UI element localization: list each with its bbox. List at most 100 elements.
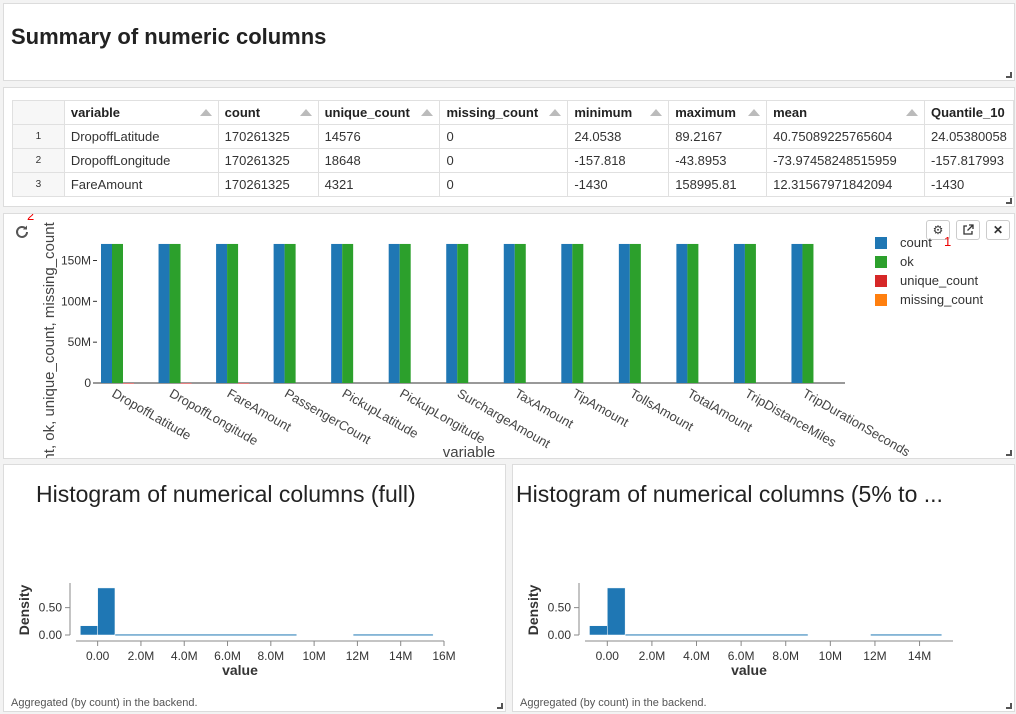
bar-ok xyxy=(457,243,469,383)
bar-count xyxy=(791,243,803,383)
table-cell[interactable]: 170261325 xyxy=(217,124,319,149)
table-cell[interactable]: 12.31567971842094 xyxy=(766,172,925,197)
legend-swatch-count xyxy=(875,237,887,249)
y-tick-label: 0.50 xyxy=(39,601,63,615)
bar-count xyxy=(158,243,170,383)
table-cell[interactable]: -157.817993 xyxy=(924,148,1014,173)
table-cell[interactable]: 0 xyxy=(439,124,569,149)
y-tick-label: 0.50 xyxy=(548,601,572,615)
x-tick-label: TipAmount xyxy=(570,386,632,430)
sort-icon[interactable] xyxy=(199,109,212,116)
close-button[interactable]: ✕ xyxy=(986,220,1010,240)
row-index: 2 xyxy=(12,148,65,173)
sort-icon[interactable] xyxy=(906,109,918,116)
column-header[interactable]: Quantile_10 xyxy=(924,100,1014,125)
sort-icon[interactable] xyxy=(748,109,761,116)
column-header[interactable]: unique_count xyxy=(317,100,441,125)
bar-ok xyxy=(284,243,296,383)
y-tick-label: 0 xyxy=(84,376,91,390)
x-axis-label: value xyxy=(731,662,767,678)
bar-ok xyxy=(514,243,526,383)
resize-handle[interactable] xyxy=(1006,703,1012,709)
x-tick-label: 4.0M xyxy=(683,649,710,663)
table-cell[interactable]: 0 xyxy=(439,172,569,197)
bar-ok xyxy=(169,243,181,383)
bar-ok xyxy=(629,243,641,383)
sort-icon[interactable] xyxy=(299,109,312,116)
table-cell[interactable]: FareAmount xyxy=(63,172,219,197)
histogram-bin xyxy=(114,633,298,636)
table-cell[interactable]: 0 xyxy=(439,148,569,173)
resize-handle[interactable] xyxy=(497,703,503,709)
table-cell[interactable]: DropoffLatitude xyxy=(63,124,219,149)
resize-handle[interactable] xyxy=(1006,198,1012,204)
table-cell[interactable]: 170261325 xyxy=(217,172,319,197)
column-header[interactable]: variable xyxy=(63,100,219,125)
table-row[interactable]: 2 DropoffLongitude 170261325 18648 0 -15… xyxy=(12,148,1014,173)
bar-unique_count xyxy=(123,382,134,384)
column-header[interactable]: missing_count xyxy=(439,100,569,125)
summary-title-panel: Summary of numeric columns xyxy=(3,3,1015,81)
table-cell[interactable]: DropoffLongitude xyxy=(63,148,219,173)
table-cell[interactable]: -1430 xyxy=(924,172,1014,197)
histogram-bin xyxy=(352,633,434,636)
histogram-bin xyxy=(624,633,809,636)
table-cell[interactable]: -73.97458248515959 xyxy=(766,148,925,173)
y-tick-label: 150M xyxy=(61,254,91,268)
bar-unique_count xyxy=(238,382,250,384)
table-row[interactable]: 1 DropoffLatitude 170261325 14576 0 24.0… xyxy=(12,124,1014,149)
column-header[interactable]: count xyxy=(217,100,319,125)
settings-button[interactable]: ⚙ xyxy=(926,220,950,240)
table-row[interactable]: 3 FareAmount 170261325 4321 0 -1430 1589… xyxy=(12,172,1014,197)
table-cell[interactable]: 24.05380058 xyxy=(924,124,1014,149)
legend-label: ok xyxy=(900,254,914,269)
table-cell[interactable]: 14576 xyxy=(317,124,441,149)
table-cell[interactable]: 170261325 xyxy=(217,148,319,173)
column-header[interactable]: minimum xyxy=(567,100,670,125)
table-cell[interactable]: -157.818 xyxy=(567,148,670,173)
footnote: Aggregated (by count) in the backend. xyxy=(11,697,198,709)
bar-count xyxy=(503,243,515,383)
refresh-icon[interactable] xyxy=(14,224,30,240)
y-axis-label: Density xyxy=(525,585,541,636)
bar-unique_count xyxy=(180,382,192,384)
histogram-chart: 0.00 2.0M 4.0M 6.0M 8.0M 10M 12M 14M 16M 0.00 0.50… xyxy=(16,583,456,678)
chart-title: Histogram of numerical columns (full) xyxy=(36,481,416,507)
column-header[interactable]: maximum xyxy=(668,100,768,125)
table-cell[interactable]: 89.2167 xyxy=(668,124,768,149)
table-cell[interactable]: 24.0538 xyxy=(567,124,670,149)
bar-count xyxy=(561,243,573,383)
bar-count xyxy=(446,243,458,383)
table-cell[interactable]: 18648 xyxy=(317,148,441,173)
resize-handle[interactable] xyxy=(1006,450,1012,456)
bar-count xyxy=(216,243,228,383)
table-cell[interactable]: 158995.81 xyxy=(668,172,768,197)
x-tick-label: 6.0M xyxy=(214,649,241,663)
table-cell[interactable]: -1430 xyxy=(567,172,670,197)
x-tick-label: 12M xyxy=(863,649,886,663)
x-tick-label: 4.0M xyxy=(171,649,198,663)
popout-button[interactable] xyxy=(956,220,980,240)
sort-icon[interactable] xyxy=(650,109,663,116)
x-tick-label: 2.0M xyxy=(128,649,155,663)
row-index: 3 xyxy=(12,172,65,197)
bar-count xyxy=(331,243,343,383)
resize-handle[interactable] xyxy=(1006,72,1012,78)
x-axis-label: value xyxy=(222,662,258,678)
sort-icon[interactable] xyxy=(421,109,434,116)
table-cell[interactable]: 4321 xyxy=(317,172,441,197)
table-cell[interactable]: 40.75089225765604 xyxy=(766,124,925,149)
legend-swatch-unique_count xyxy=(875,275,887,287)
bar-count xyxy=(273,243,285,383)
histogram-bin xyxy=(97,587,116,636)
legend-label: unique_count xyxy=(900,273,978,288)
bar-count xyxy=(388,243,400,383)
x-tick-label: 14M xyxy=(908,649,931,663)
column-header[interactable]: mean xyxy=(766,100,925,125)
table-cell[interactable]: -43.8953 xyxy=(668,148,768,173)
x-tick-label: 16M xyxy=(432,649,455,663)
x-tick-label: TripDurationSeconds xyxy=(800,386,913,458)
sort-icon[interactable] xyxy=(549,109,562,116)
x-tick-label: TollsAmount xyxy=(627,386,696,435)
x-tick-label: 10M xyxy=(302,649,325,663)
